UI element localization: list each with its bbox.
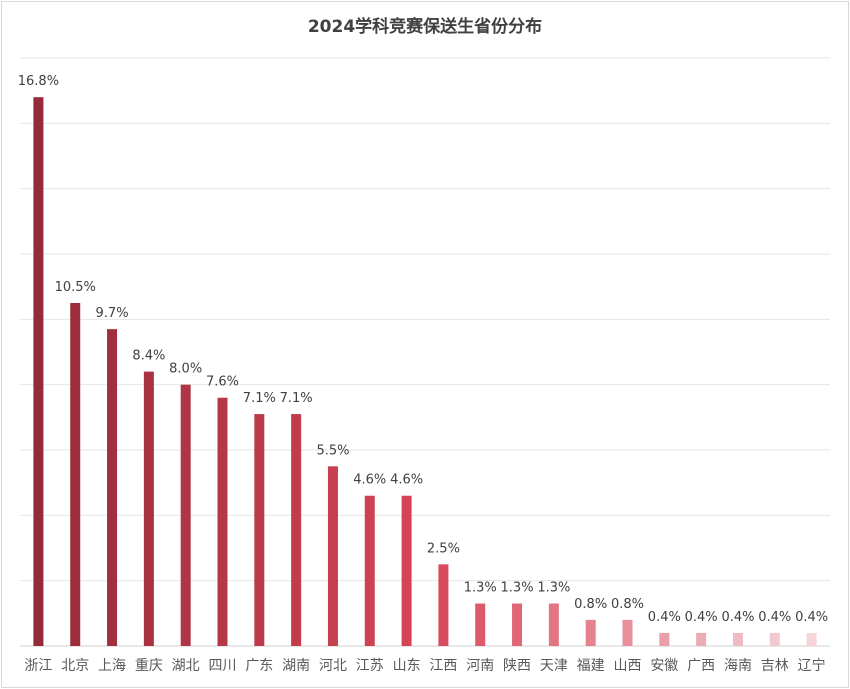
category-label: 辽宁 <box>798 657 826 674</box>
data-label: 8.4% <box>132 349 165 364</box>
data-label: 7.6% <box>206 375 239 390</box>
category-label: 陕西 <box>503 658 531 674</box>
bar-重庆 <box>143 371 154 646</box>
bar-福建 <box>585 619 596 646</box>
data-label: 5.5% <box>316 443 349 458</box>
category-label: 天津 <box>540 658 568 674</box>
category-label: 湖南 <box>282 658 310 674</box>
bar-辽宁 <box>806 632 817 646</box>
data-label: 1.3% <box>537 581 570 596</box>
category-label: 安徽 <box>650 658 678 674</box>
data-label: 0.4% <box>648 610 681 625</box>
category-label: 海南 <box>724 658 752 674</box>
data-label: 10.5% <box>55 280 96 295</box>
category-label: 重庆 <box>135 658 163 674</box>
bar-河南 <box>475 603 486 646</box>
category-label: 吉林 <box>761 658 789 674</box>
bar-上海 <box>107 329 118 646</box>
bar-湖南 <box>291 414 302 646</box>
data-label: 2.5% <box>427 541 460 556</box>
bar-海南 <box>732 632 743 646</box>
bar-安徽 <box>659 632 670 646</box>
data-label: 4.6% <box>390 473 423 488</box>
data-label: 7.1% <box>280 391 313 406</box>
bar-江西 <box>438 564 449 646</box>
category-label: 江西 <box>429 658 457 674</box>
data-label: 1.3% <box>501 581 534 596</box>
data-label: 9.7% <box>96 306 129 321</box>
category-label: 山东 <box>393 658 421 674</box>
category-label: 广东 <box>245 658 273 674</box>
chart-title: 2024学科竞赛保送生省份分布 <box>307 17 543 37</box>
category-label: 上海 <box>98 658 126 674</box>
data-label: 16.8% <box>18 74 59 89</box>
category-label: 江苏 <box>356 658 384 674</box>
category-label: 湖北 <box>172 658 200 674</box>
bar-河北 <box>327 466 338 646</box>
bar-江苏 <box>364 495 375 646</box>
category-label: 北京 <box>61 658 89 674</box>
bar-山西 <box>622 619 633 646</box>
data-label: 0.8% <box>574 597 607 612</box>
category-label: 浙江 <box>24 658 52 674</box>
bar-天津 <box>548 603 559 646</box>
bar-浙江 <box>33 97 44 646</box>
category-label: 福建 <box>577 658 605 674</box>
data-label: 0.4% <box>795 610 828 625</box>
category-label: 广西 <box>687 658 715 674</box>
data-label: 0.8% <box>611 597 644 612</box>
bar-陕西 <box>512 603 523 646</box>
data-label: 7.1% <box>243 391 276 406</box>
bar-湖北 <box>180 384 191 646</box>
data-label: 8.0% <box>169 362 202 377</box>
category-label: 河南 <box>466 658 494 674</box>
data-label: 1.3% <box>464 581 497 596</box>
bar-北京 <box>70 303 81 646</box>
category-label: 河北 <box>319 658 347 674</box>
bar-山东 <box>401 495 412 646</box>
bar-广西 <box>696 632 707 646</box>
data-label: 0.4% <box>721 610 754 625</box>
bar-广东 <box>254 414 265 646</box>
data-label: 4.6% <box>353 473 386 488</box>
category-label: 山西 <box>614 658 642 674</box>
bar-吉林 <box>769 632 780 646</box>
category-label: 四川 <box>209 658 237 674</box>
data-label: 0.4% <box>685 610 718 625</box>
bar-四川 <box>217 397 228 646</box>
data-label: 0.4% <box>758 610 791 625</box>
